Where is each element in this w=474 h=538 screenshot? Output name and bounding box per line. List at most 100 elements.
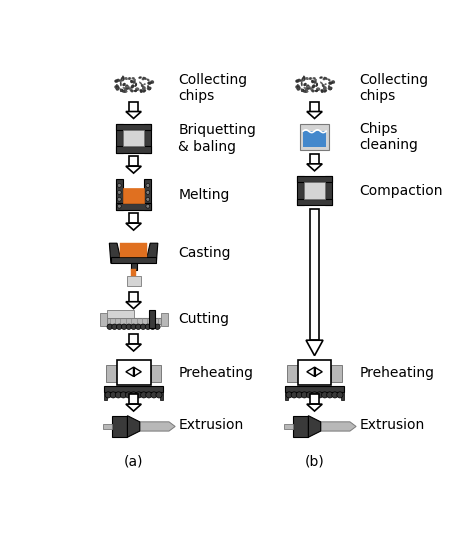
Ellipse shape: [304, 87, 307, 89]
Ellipse shape: [126, 88, 128, 90]
Circle shape: [155, 324, 160, 329]
Ellipse shape: [309, 77, 312, 80]
Ellipse shape: [301, 80, 304, 82]
Ellipse shape: [148, 87, 151, 90]
Ellipse shape: [303, 80, 305, 81]
Ellipse shape: [301, 89, 304, 92]
Circle shape: [146, 197, 150, 201]
Ellipse shape: [124, 90, 128, 93]
Polygon shape: [126, 404, 141, 411]
Circle shape: [112, 324, 117, 329]
Ellipse shape: [116, 87, 119, 90]
Ellipse shape: [311, 80, 314, 83]
Bar: [145, 124, 151, 153]
Polygon shape: [126, 111, 141, 118]
Ellipse shape: [329, 87, 332, 90]
Ellipse shape: [115, 86, 118, 89]
Ellipse shape: [295, 86, 299, 89]
Ellipse shape: [323, 86, 327, 90]
Ellipse shape: [307, 88, 309, 90]
Bar: [129, 334, 138, 344]
Circle shape: [120, 392, 127, 398]
Bar: [123, 130, 145, 146]
Bar: [116, 146, 151, 153]
Bar: [284, 424, 293, 429]
Ellipse shape: [323, 89, 327, 93]
Bar: [104, 392, 108, 400]
Circle shape: [118, 197, 121, 201]
Ellipse shape: [116, 87, 119, 90]
Circle shape: [126, 392, 132, 398]
Ellipse shape: [138, 76, 142, 79]
Circle shape: [118, 183, 121, 187]
Circle shape: [306, 392, 312, 398]
Ellipse shape: [140, 90, 143, 93]
Ellipse shape: [125, 86, 127, 88]
Ellipse shape: [298, 79, 301, 82]
Bar: [127, 275, 140, 286]
Circle shape: [146, 190, 150, 194]
Circle shape: [126, 324, 131, 329]
Bar: [107, 310, 134, 317]
Ellipse shape: [122, 89, 123, 92]
Ellipse shape: [310, 88, 312, 91]
Ellipse shape: [148, 88, 151, 90]
Ellipse shape: [301, 77, 304, 81]
Text: Preheating: Preheating: [359, 365, 434, 380]
Ellipse shape: [319, 76, 322, 79]
Ellipse shape: [144, 83, 146, 85]
Polygon shape: [126, 344, 141, 351]
Text: Briquetting
& baling: Briquetting & baling: [178, 123, 256, 153]
Polygon shape: [307, 111, 322, 118]
Ellipse shape: [125, 77, 128, 80]
Bar: [116, 124, 123, 153]
Circle shape: [332, 392, 338, 398]
Bar: [293, 416, 309, 437]
Ellipse shape: [135, 90, 137, 91]
Bar: [161, 313, 168, 326]
Bar: [116, 124, 151, 130]
Ellipse shape: [116, 84, 119, 88]
Circle shape: [118, 190, 121, 194]
Bar: [129, 394, 138, 404]
Circle shape: [337, 392, 343, 398]
Bar: [106, 365, 117, 382]
Ellipse shape: [297, 87, 301, 90]
Ellipse shape: [143, 77, 146, 80]
Ellipse shape: [128, 77, 131, 80]
Ellipse shape: [140, 89, 143, 92]
Ellipse shape: [303, 90, 306, 93]
Circle shape: [118, 204, 121, 208]
Ellipse shape: [324, 77, 328, 80]
Text: Compaction: Compaction: [359, 184, 443, 198]
Bar: [300, 124, 329, 150]
Bar: [112, 416, 128, 437]
Ellipse shape: [316, 83, 318, 87]
Ellipse shape: [115, 80, 118, 83]
Ellipse shape: [126, 84, 128, 87]
Polygon shape: [146, 243, 158, 263]
Circle shape: [136, 324, 141, 329]
Bar: [149, 310, 155, 328]
Ellipse shape: [304, 90, 308, 93]
Ellipse shape: [314, 79, 317, 81]
Bar: [298, 360, 331, 385]
Ellipse shape: [306, 77, 309, 80]
Ellipse shape: [130, 80, 133, 83]
Ellipse shape: [301, 89, 304, 92]
Bar: [151, 365, 161, 382]
Circle shape: [105, 392, 111, 398]
Ellipse shape: [311, 89, 314, 92]
Polygon shape: [309, 416, 321, 437]
Ellipse shape: [148, 87, 151, 90]
Ellipse shape: [333, 81, 334, 83]
Ellipse shape: [142, 86, 146, 90]
Ellipse shape: [303, 89, 304, 92]
Ellipse shape: [152, 81, 154, 83]
Ellipse shape: [117, 79, 120, 82]
Bar: [297, 199, 332, 206]
Bar: [117, 360, 151, 385]
Text: (a): (a): [124, 454, 143, 468]
Text: Preheating: Preheating: [178, 365, 253, 380]
Bar: [285, 386, 344, 392]
